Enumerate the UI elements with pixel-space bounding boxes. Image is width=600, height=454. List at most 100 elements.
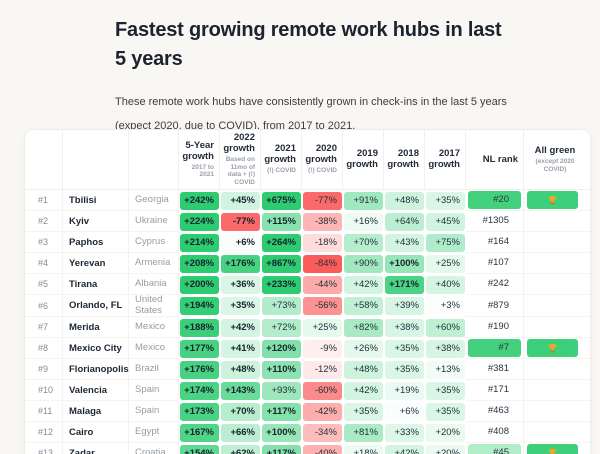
table-row-kyiv[interactable]: #2 Kyiv Ukraine +224% -77% +115% -38% +16% +64% +…: [25, 211, 590, 232]
page-header: Fastest growing remote work hubs in last…: [115, 16, 535, 138]
growth-cell: +45%: [425, 211, 466, 232]
growth-cell: +115%: [261, 211, 302, 232]
growth-cell: +72%: [261, 317, 302, 338]
growth-cell: +867%: [261, 253, 302, 274]
growth-cell: +90%: [343, 253, 384, 274]
all-green-cell: [524, 443, 590, 454]
growth-cell: +91%: [343, 190, 384, 211]
growth-cell: +81%: [343, 422, 384, 443]
growth-cell: +66%: [220, 422, 261, 443]
growth-cell: +48%: [343, 359, 384, 380]
row-rank: #4: [25, 253, 63, 274]
growth-cell: +675%: [261, 190, 302, 211]
table-row-valencia[interactable]: #10 Valencia Spain +174% +143% +93% -60% +42% +1…: [25, 380, 590, 401]
growth-cell: +35%: [425, 190, 466, 211]
growth-cell: +82%: [343, 317, 384, 338]
row-rank: #9: [25, 359, 63, 380]
growth-cell: -9%: [302, 338, 343, 359]
growth-cell: +45%: [220, 190, 261, 211]
city-name: Merida: [63, 317, 129, 338]
table-row-merida[interactable]: #7 Merida Mexico +188% +42% +72% +25% +82% +38% +…: [25, 317, 590, 338]
growth-cell: +176%: [179, 359, 220, 380]
hubs-table: 5-Year growth 2017 to 2021 2022 growth Base…: [25, 130, 590, 454]
growth-cell: +143%: [220, 380, 261, 401]
growth-cell: +154%: [179, 443, 220, 454]
country-name: Spain: [129, 401, 179, 422]
country-name: Mexico: [129, 317, 179, 338]
growth-cell: +38%: [384, 317, 425, 338]
table-row-tbilisi[interactable]: #1 Tbilisi Georgia +242% +45% +675% -77% +91% +4…: [25, 190, 590, 211]
growth-cell: +3%: [425, 295, 466, 317]
growth-cell: +16%: [343, 211, 384, 232]
growth-cell: +36%: [220, 274, 261, 295]
growth-cell: +25%: [302, 317, 343, 338]
growth-cell: +100%: [384, 253, 425, 274]
growth-cell: +70%: [343, 232, 384, 253]
column-header-2022-growth: 2022 growth Based on 11mo of data + (!) C…: [220, 130, 261, 190]
table-row-mexico-city[interactable]: #8 Mexico City Mexico +177% +41% +120% -9% +26%…: [25, 338, 590, 359]
nl-rank-cell: #107: [466, 253, 524, 274]
all-green-cell: [524, 338, 590, 359]
growth-cell: +42%: [343, 274, 384, 295]
column-header-2018-growth: 2018 growth: [384, 130, 425, 190]
row-rank: #12: [25, 422, 63, 443]
nl-rank-cell: #7: [466, 338, 524, 359]
growth-cell: +41%: [220, 338, 261, 359]
table-row-paphos[interactable]: #3 Paphos Cyprus +214% +6% +264% -18% +70% +43% +…: [25, 232, 590, 253]
header-spacer: [63, 130, 129, 190]
country-name: Spain: [129, 380, 179, 401]
growth-cell: +25%: [425, 253, 466, 274]
header-row: 5-Year growth 2017 to 2021 2022 growth Base…: [25, 130, 590, 190]
nl-rank-cell: #381: [466, 359, 524, 380]
growth-cell: +120%: [261, 338, 302, 359]
city-name: Tirana: [63, 274, 129, 295]
table-row-orlando-fl[interactable]: #6 Orlando, FL United States +194% +35% +73% -…: [25, 294, 590, 317]
growth-cell: +117%: [261, 401, 302, 422]
all-green-cell: [524, 211, 590, 232]
growth-cell: +177%: [179, 338, 220, 359]
country-name: Brazil: [129, 359, 179, 380]
table-row-cairo[interactable]: #12 Cairo Egypt +167% +66% +100% -34% +81% +33% +…: [25, 422, 590, 443]
growth-cell: +13%: [425, 359, 466, 380]
city-name: Cairo: [63, 422, 129, 443]
growth-cell: +38%: [425, 338, 466, 359]
table-row-yerevan[interactable]: #4 Yerevan Armenia +208% +176% +867% -84% +90% +…: [25, 253, 590, 274]
growth-cell: +40%: [425, 274, 466, 295]
row-rank: #5: [25, 274, 63, 295]
growth-cell: +43%: [384, 232, 425, 253]
growth-cell: +18%: [343, 443, 384, 454]
row-rank: #3: [25, 232, 63, 253]
country-name: Armenia: [129, 253, 179, 274]
city-name: Zadar: [63, 443, 129, 454]
nl-rank-cell: #190: [466, 317, 524, 338]
table-row-tirana[interactable]: #5 Tirana Albania +200% +36% +233% -44% +42% +17…: [25, 274, 590, 295]
country-name: Ukraine: [129, 211, 179, 232]
table-row-zadar[interactable]: #13 Zadar Croatia +154% +62% +117% -40% +18% +42…: [25, 443, 590, 454]
growth-cell: +264%: [261, 232, 302, 253]
all-green-cell: [524, 422, 590, 443]
nl-rank-cell: #171: [466, 380, 524, 401]
growth-cell: +6%: [384, 401, 425, 422]
growth-cell: +62%: [220, 443, 261, 454]
growth-cell: -60%: [302, 380, 343, 401]
row-rank: #11: [25, 401, 63, 422]
city-name: Mexico City: [63, 338, 129, 359]
growth-cell: -40%: [302, 443, 343, 454]
growth-cell: +42%: [220, 317, 261, 338]
column-header-2017-growth: 2017 growth: [425, 130, 466, 190]
column-header-2019-growth: 2019 growth: [343, 130, 384, 190]
city-name: Orlando, FL: [63, 295, 129, 317]
country-name: Georgia: [129, 190, 179, 211]
growth-cell: +188%: [179, 317, 220, 338]
table-row-florianopolis[interactable]: #9 Florianopolis Brazil +176% +48% +110% -12% +…: [25, 359, 590, 380]
country-name: Cyprus: [129, 232, 179, 253]
table-row-malaga[interactable]: #11 Malaga Spain +173% +70% +117% -42% +35% +6% +…: [25, 401, 590, 422]
country-name: Croatia: [129, 443, 179, 454]
all-green-cell: [524, 359, 590, 380]
growth-cell: +70%: [220, 401, 261, 422]
growth-cell: -44%: [302, 274, 343, 295]
growth-cell: +58%: [343, 295, 384, 317]
city-name: Florianopolis: [63, 359, 129, 380]
growth-cell: +194%: [179, 295, 220, 317]
growth-cell: +6%: [220, 232, 261, 253]
